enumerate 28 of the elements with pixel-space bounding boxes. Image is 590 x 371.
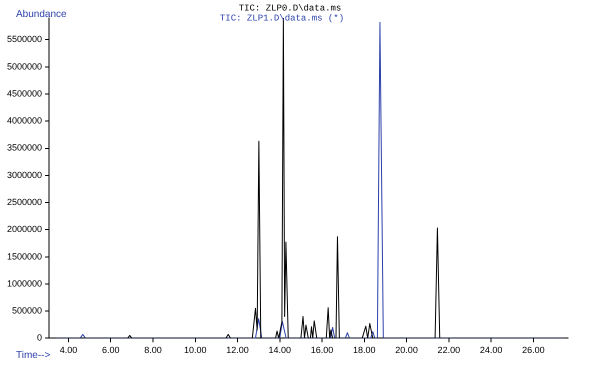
x-tick-label: 12.00 (226, 345, 249, 356)
y-tick-label: 2000000 (6, 224, 42, 234)
x-tick-label: 22.00 (438, 345, 460, 356)
y-tick-label: 2500000 (6, 197, 42, 208)
y-tick-label: 500000 (12, 306, 42, 316)
x-tick-label: 10.00 (184, 345, 207, 356)
x-tick-label: 14.00 (268, 345, 292, 356)
y-tick-label: 3000000 (6, 170, 42, 180)
x-tick-label: 20.00 (395, 345, 418, 356)
x-tick-label: 18.00 (353, 345, 376, 356)
x-tick-label: 16.00 (310, 345, 334, 356)
y-tick-label: 0 (37, 332, 42, 343)
x-tick-label: 8.00 (144, 345, 162, 356)
y-tick-label: 3500000 (6, 142, 42, 153)
y-tick-label: 5000000 (6, 61, 42, 72)
series-label: TIC: ZLP0.D\data.ms (238, 3, 342, 14)
x-axis-title: Time--> (16, 350, 51, 361)
y-tick-label: 1000000 (6, 278, 42, 288)
y-tick-label: 1500000 (6, 251, 42, 262)
x-tick-label: 26.00 (522, 345, 545, 356)
text: TIC: ZLP1.D\data.ms (*) (220, 13, 344, 24)
y-tick-label: 4000000 (6, 116, 42, 126)
x-tick-label: 24.00 (480, 345, 502, 356)
y-tick-label: 4500000 (6, 88, 42, 98)
x-tick-label: 4.00 (60, 345, 78, 356)
y-axis-title: Abundance (16, 8, 68, 20)
y-tick-label: 5500000 (6, 34, 42, 44)
x-tick-label: 6.00 (102, 345, 120, 356)
